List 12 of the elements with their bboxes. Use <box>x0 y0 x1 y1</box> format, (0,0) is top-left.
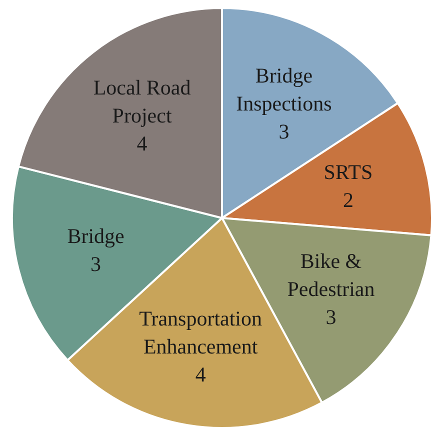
slice-label: Bike & Pedestrian <box>287 249 376 302</box>
data-label: 3 <box>326 305 336 330</box>
slice-label: Transportation Enhancement <box>139 306 263 358</box>
slice-label: Bridge <box>67 224 124 248</box>
data-label: 4 <box>136 131 148 156</box>
data-label: 2 <box>342 188 354 212</box>
slice-label: SRTS <box>324 160 373 184</box>
slice-label: Local Road Project <box>93 75 192 128</box>
slice-label: Bridge Inspections <box>236 63 332 116</box>
data-label: 4 <box>195 362 206 386</box>
data-label: 3 <box>278 119 290 144</box>
data-label: 3 <box>90 252 102 276</box>
